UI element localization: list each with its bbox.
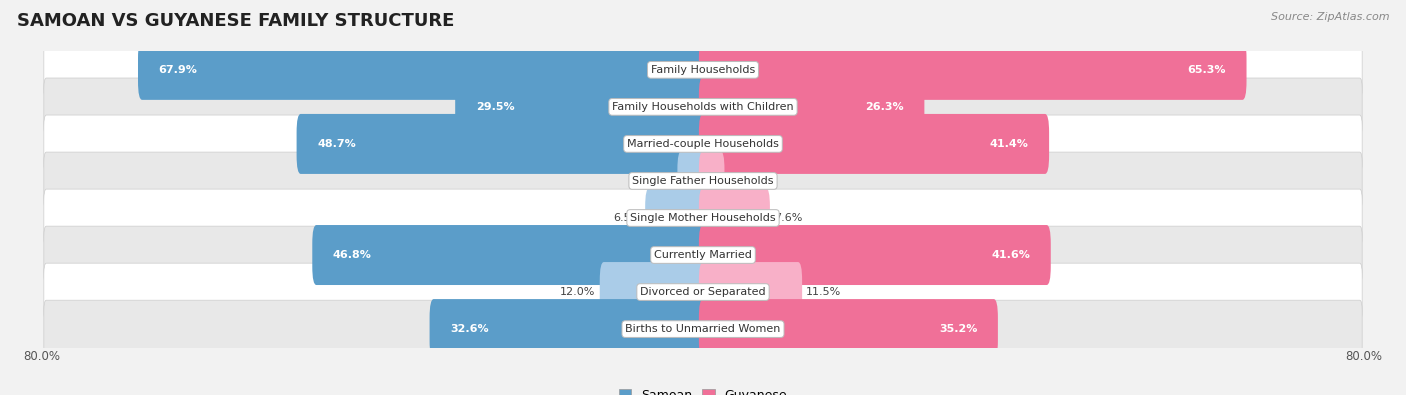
FancyBboxPatch shape — [44, 78, 1362, 136]
FancyBboxPatch shape — [699, 225, 1050, 285]
FancyBboxPatch shape — [297, 114, 707, 174]
FancyBboxPatch shape — [600, 262, 707, 322]
Text: Currently Married: Currently Married — [654, 250, 752, 260]
Legend: Samoan, Guyanese: Samoan, Guyanese — [613, 384, 793, 395]
Text: Single Father Households: Single Father Households — [633, 176, 773, 186]
Text: 46.8%: 46.8% — [333, 250, 371, 260]
FancyBboxPatch shape — [430, 299, 707, 359]
Text: 29.5%: 29.5% — [475, 102, 515, 112]
Text: 26.3%: 26.3% — [865, 102, 904, 112]
Text: 35.2%: 35.2% — [939, 324, 977, 334]
FancyBboxPatch shape — [44, 226, 1362, 284]
Text: SAMOAN VS GUYANESE FAMILY STRUCTURE: SAMOAN VS GUYANESE FAMILY STRUCTURE — [17, 12, 454, 30]
Text: Single Mother Households: Single Mother Households — [630, 213, 776, 223]
Text: Births to Unmarried Women: Births to Unmarried Women — [626, 324, 780, 334]
FancyBboxPatch shape — [312, 225, 707, 285]
FancyBboxPatch shape — [699, 262, 801, 322]
Text: 41.4%: 41.4% — [990, 139, 1028, 149]
Text: Family Households with Children: Family Households with Children — [612, 102, 794, 112]
Text: Married-couple Households: Married-couple Households — [627, 139, 779, 149]
FancyBboxPatch shape — [645, 188, 707, 248]
FancyBboxPatch shape — [699, 299, 998, 359]
FancyBboxPatch shape — [44, 189, 1362, 247]
Text: Divorced or Separated: Divorced or Separated — [640, 287, 766, 297]
Text: 65.3%: 65.3% — [1188, 65, 1226, 75]
Text: 41.6%: 41.6% — [991, 250, 1031, 260]
FancyBboxPatch shape — [456, 77, 707, 137]
FancyBboxPatch shape — [44, 263, 1362, 321]
FancyBboxPatch shape — [138, 40, 707, 100]
Text: 7.6%: 7.6% — [775, 213, 803, 223]
Text: 48.7%: 48.7% — [318, 139, 356, 149]
FancyBboxPatch shape — [699, 151, 724, 211]
FancyBboxPatch shape — [44, 300, 1362, 358]
Text: 12.0%: 12.0% — [560, 287, 596, 297]
Text: 2.6%: 2.6% — [645, 176, 673, 186]
Text: 67.9%: 67.9% — [159, 65, 197, 75]
FancyBboxPatch shape — [699, 40, 1247, 100]
FancyBboxPatch shape — [699, 188, 770, 248]
Text: 6.5%: 6.5% — [613, 213, 641, 223]
FancyBboxPatch shape — [678, 151, 707, 211]
Text: 11.5%: 11.5% — [806, 287, 842, 297]
FancyBboxPatch shape — [699, 77, 924, 137]
FancyBboxPatch shape — [699, 114, 1049, 174]
FancyBboxPatch shape — [44, 152, 1362, 210]
FancyBboxPatch shape — [44, 115, 1362, 173]
Text: Source: ZipAtlas.com: Source: ZipAtlas.com — [1271, 12, 1389, 22]
FancyBboxPatch shape — [44, 41, 1362, 99]
Text: 32.6%: 32.6% — [450, 324, 489, 334]
Text: Family Households: Family Households — [651, 65, 755, 75]
Text: 2.1%: 2.1% — [728, 176, 756, 186]
